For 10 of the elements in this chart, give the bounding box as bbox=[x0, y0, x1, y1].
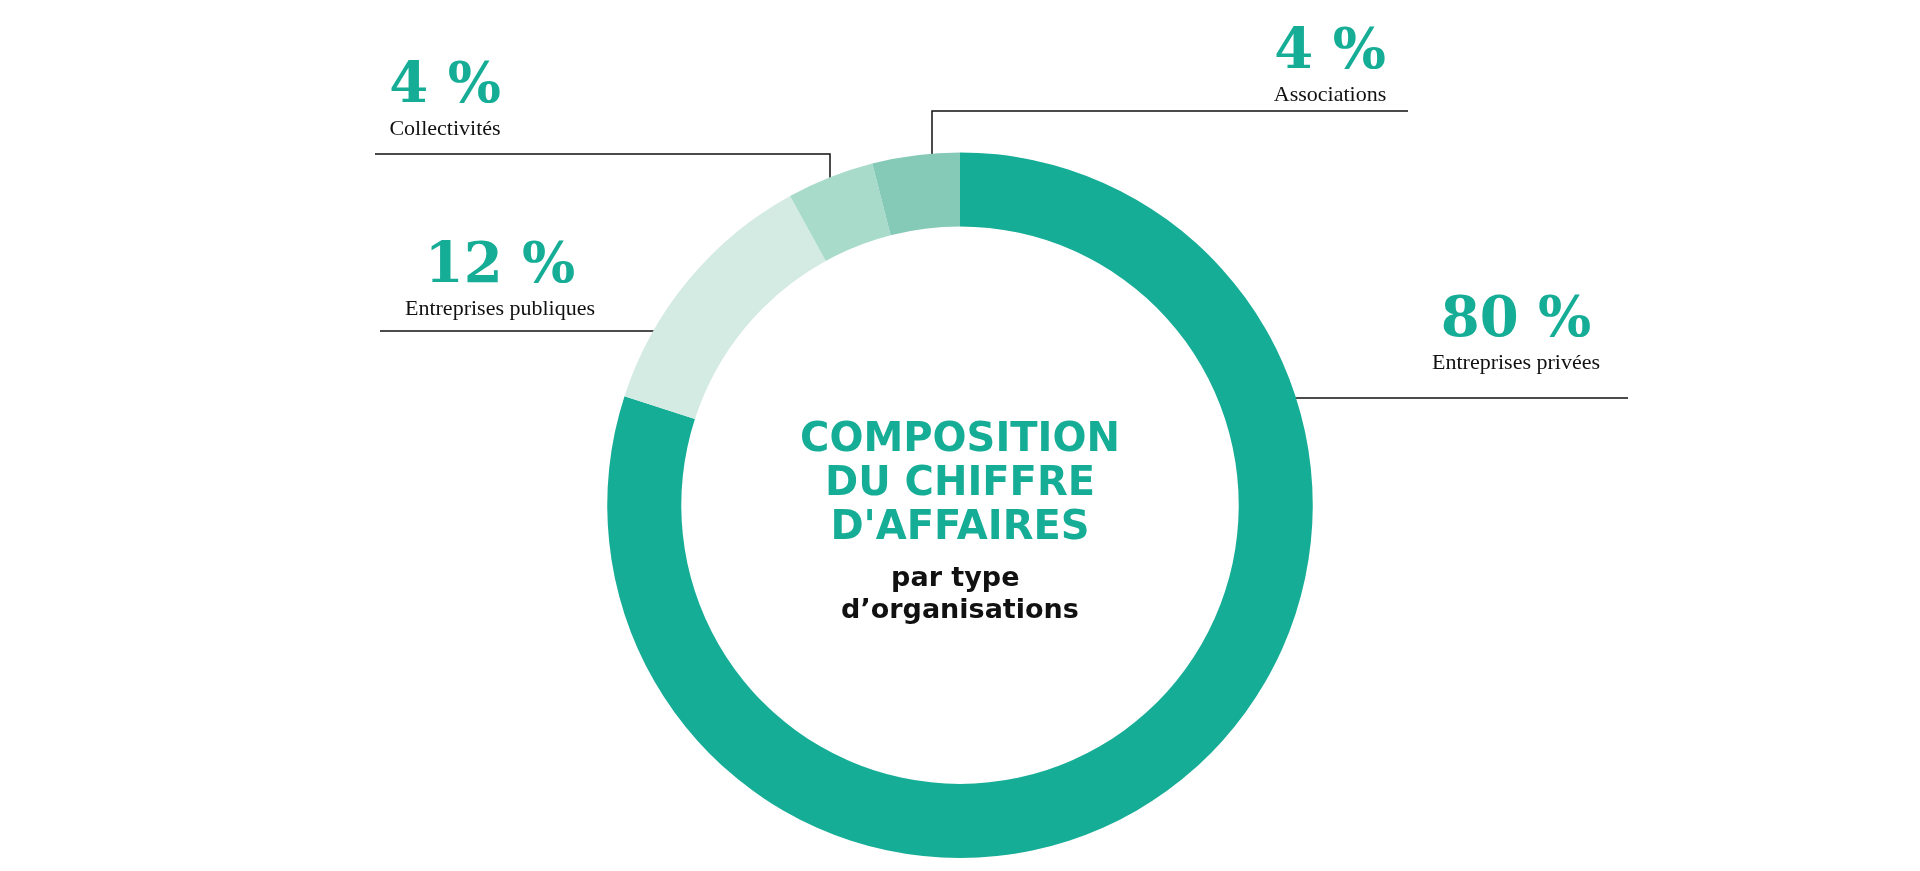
data-label: 12 % bbox=[424, 229, 576, 295]
data-label: 80 % bbox=[1440, 283, 1592, 349]
data-label: 4 % bbox=[1274, 15, 1386, 81]
data-label: 4 % bbox=[389, 49, 501, 115]
slice-label: Collectivités bbox=[389, 114, 501, 140]
text: par type d’organisations bbox=[841, 560, 1079, 624]
slice-label: Entreprises privées bbox=[1432, 348, 1600, 374]
slice-label: Associations bbox=[1273, 80, 1387, 106]
text: COMPOSITION DU CHIFFRE D'AFFAIRES bbox=[800, 414, 1120, 548]
slice-label: Entreprises publiques bbox=[404, 294, 596, 320]
